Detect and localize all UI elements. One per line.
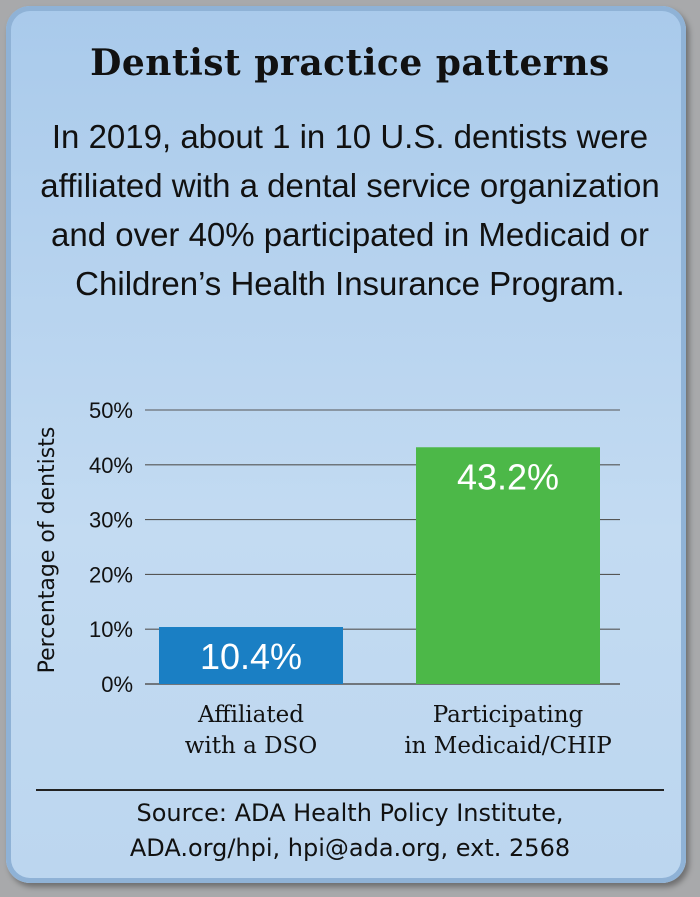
infographic-card — [6, 6, 686, 883]
y-tick-label: 20% — [89, 562, 133, 587]
chart-title: Dentist practice patterns — [90, 42, 610, 84]
bar-value-label: 10.4% — [200, 636, 302, 677]
y-tick-label: 40% — [89, 453, 133, 478]
y-axis-label: Percentage of dentists — [35, 427, 60, 674]
x-category-label: Participating — [433, 702, 584, 728]
y-tick-label: 50% — [89, 398, 133, 423]
y-tick-label: 10% — [89, 617, 133, 642]
source-note: Source: ADA Health Policy Institute, ADA… — [0, 796, 700, 866]
x-category-label: in Medicaid/CHIP — [404, 733, 611, 759]
divider — [36, 789, 664, 791]
bars — [159, 447, 600, 684]
y-tick-label: 0% — [101, 672, 133, 697]
x-category-labels: Affiliated with a DSO Participating in Medi… — [185, 702, 612, 759]
bar-value-label: 43.2% — [457, 456, 559, 497]
y-tick-labels: 0% 10% 20% 30% 40% 50% — [89, 398, 133, 697]
source-line-2: ADA.org/hpi, hpi@ada.org, ext. 2568 — [129, 834, 571, 862]
x-category-label: with a DSO — [185, 733, 318, 759]
bar-chart: 0% 10% 20% 30% 40% 50% 10.4% 43.2% Affiliated w… — [35, 398, 620, 759]
bar — [416, 447, 600, 684]
x-category-label: Affiliated — [197, 702, 304, 728]
bar-value-labels: 10.4% 43.2% — [200, 456, 559, 677]
bar — [159, 627, 343, 684]
y-tick-label: 30% — [89, 508, 133, 533]
chart-subtitle: In 2019, about 1 in 10 U.S. dentists wer… — [40, 118, 660, 302]
source-line-1: Source: ADA Health Policy Institute, — [136, 799, 564, 827]
